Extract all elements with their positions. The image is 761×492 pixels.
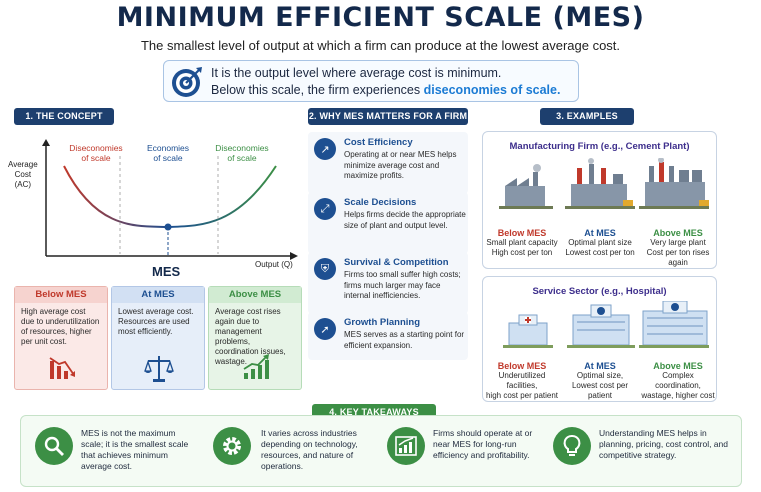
- takeaway-text: MES is not the maximum scale; it is the …: [81, 428, 189, 471]
- definition-highlight: diseconomies of scale.: [423, 83, 561, 97]
- y-axis-arrow: [42, 139, 50, 146]
- example-manufacturing-above: Above MES Very large plant Cost per ton …: [646, 228, 710, 267]
- x-axis-arrow: [290, 252, 298, 260]
- expand-arrows-icon: ⤢: [314, 198, 336, 220]
- card-above-mes: Above MES Average cost rises again due t…: [208, 286, 302, 390]
- cost-curve-chart: [42, 139, 298, 260]
- medium-hospital-icon: [567, 304, 635, 348]
- why-item-text: Helps firms decide the appropriate size …: [344, 210, 466, 230]
- why-item-title: Scale Decisions: [344, 197, 417, 208]
- lightbulb-icon: [553, 427, 591, 465]
- why-item-text: Operating at or near MES helps minimize …: [344, 150, 457, 180]
- section-label-why: 2. WHY MES MATTERS FOR A FIRM: [308, 108, 468, 125]
- hospital-illustrations: [503, 301, 709, 348]
- example-manufacturing-below: Below MES Small plant capacity High cost…: [486, 228, 558, 257]
- example-manufacturing-title: Manufacturing Firm (e.g., Cement Plant): [509, 141, 690, 152]
- mes-point: [164, 223, 172, 231]
- section-label-examples: 3. EXAMPLES: [540, 108, 634, 125]
- medium-factory-icon: [565, 158, 635, 209]
- page-subtitle: The smallest level of output at which a …: [140, 38, 621, 53]
- card-above-mes-title: Above MES: [209, 287, 301, 303]
- small-factory-icon: [499, 164, 553, 209]
- definition-line-2: Below this scale, the firm experiences d…: [211, 83, 560, 97]
- declining-chart-icon: [49, 357, 75, 379]
- factory-illustrations: [499, 158, 709, 209]
- takeaway-text: Firms should operate at or near MES for …: [433, 428, 533, 460]
- definition-line-2-prefix: Below this scale, the firm experiences: [211, 83, 424, 97]
- shield-icon: ⛨: [314, 258, 336, 280]
- page-title: MINIMUM EFFICIENT SCALE (MES): [116, 2, 645, 33]
- why-item-title: Cost Efficiency: [344, 137, 413, 148]
- growth-arrow-icon: ➚: [314, 318, 336, 340]
- card-below-mes-text: High average cost due to underutilizatio…: [21, 307, 100, 346]
- why-item-scale-decisions: ⤢ Scale Decisions Helps firms decide the…: [308, 192, 468, 254]
- card-below-mes: Below MES High average cost due to under…: [14, 286, 108, 390]
- rising-chart-icon: [243, 354, 269, 379]
- why-item-title: Survival & Competition: [344, 257, 449, 268]
- target-icon: [172, 67, 202, 97]
- example-service-below: Below MES Underutilized facilities, high…: [485, 361, 559, 400]
- mes-point-label: MES: [152, 264, 181, 279]
- zone-label-left: Diseconomies of scale: [69, 143, 123, 163]
- definition-line-1: It is the output level where average cos…: [211, 66, 502, 80]
- definition-box: It is the output level where average cos…: [163, 60, 579, 102]
- x-axis-label: Output (Q): [255, 260, 293, 269]
- magnifier-icon: [35, 427, 73, 465]
- example-service: Service Sector (e.g., Hospital): [482, 276, 717, 402]
- why-item-survival-competition: ⛨ Survival & Competition Firms too small…: [308, 252, 468, 314]
- card-above-mes-text: Average cost rises again due to manageme…: [215, 307, 286, 366]
- gear-icon: [213, 427, 251, 465]
- takeaway-text: It varies across industries depending on…: [261, 428, 358, 471]
- card-below-mes-title: Below MES: [15, 287, 107, 303]
- example-service-above: Above MES Complex coordination, wastage,…: [641, 361, 715, 400]
- growth-chart-icon: [387, 427, 425, 465]
- zone-label-middle: Economies of scale: [146, 143, 190, 163]
- card-at-mes: At MES Lowest average cost. Resources ar…: [111, 286, 205, 390]
- example-manufacturing-at: At MES Optimal plant size Lowest cost pe…: [565, 228, 635, 257]
- section-label-concept: 1. THE CONCEPT: [14, 108, 114, 125]
- y-axis-label: Average Cost (AC): [8, 160, 38, 189]
- ac-curve: [63, 165, 277, 229]
- card-at-mes-text: Lowest average cost. Resources are used …: [118, 307, 194, 336]
- large-hospital-icon: [639, 301, 709, 348]
- why-item-growth-planning: ➚ Growth Planning MES serves as a starti…: [308, 312, 468, 360]
- example-service-at: At MES Optimal size, Lowest cost per pat…: [571, 361, 629, 400]
- why-item-cost-efficiency: ↗ Cost Efficiency Operating at or near M…: [308, 132, 468, 194]
- takeaways-box: MES is not the maximum scale; it is the …: [20, 415, 742, 487]
- large-factory-icon: [639, 158, 709, 209]
- why-item-title: Growth Planning: [344, 317, 420, 328]
- takeaway-text: Understanding MES helps in planning, pri…: [599, 428, 728, 460]
- balance-scale-icon: [144, 356, 174, 382]
- small-hospital-icon: [503, 314, 553, 348]
- zone-label-right: Diseconomies of scale: [215, 143, 269, 163]
- why-item-text: Firms too small suffer high costs; firms…: [344, 270, 461, 300]
- cost-chart-icon: ↗: [314, 138, 336, 160]
- example-service-title: Service Sector (e.g., Hospital): [532, 286, 667, 297]
- why-item-text: MES serves as a starting point for effic…: [344, 330, 465, 350]
- card-at-mes-title: At MES: [112, 287, 204, 303]
- example-manufacturing: Manufacturing Firm (e.g., Cement Plant): [482, 131, 717, 269]
